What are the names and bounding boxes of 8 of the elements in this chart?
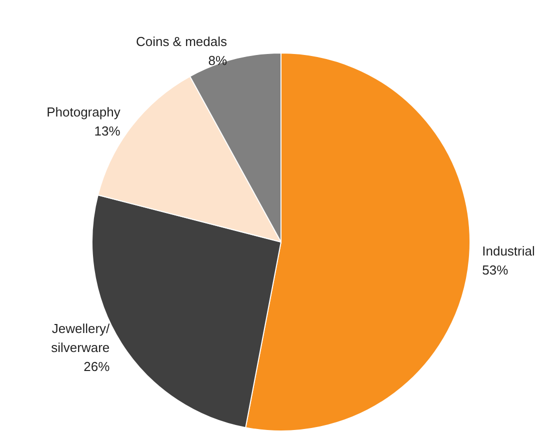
data-label: 13% <box>94 123 121 138</box>
slice-label: Jewellery/ silverware <box>51 321 110 356</box>
slice-label: Photography <box>46 104 121 120</box>
data-label: 53% <box>482 262 509 278</box>
slice-label: Coins & medals <box>136 34 228 50</box>
data-label: 8% <box>208 53 228 68</box>
data-label: 26% <box>84 359 110 374</box>
slice-label: Industrial <box>482 244 535 259</box>
